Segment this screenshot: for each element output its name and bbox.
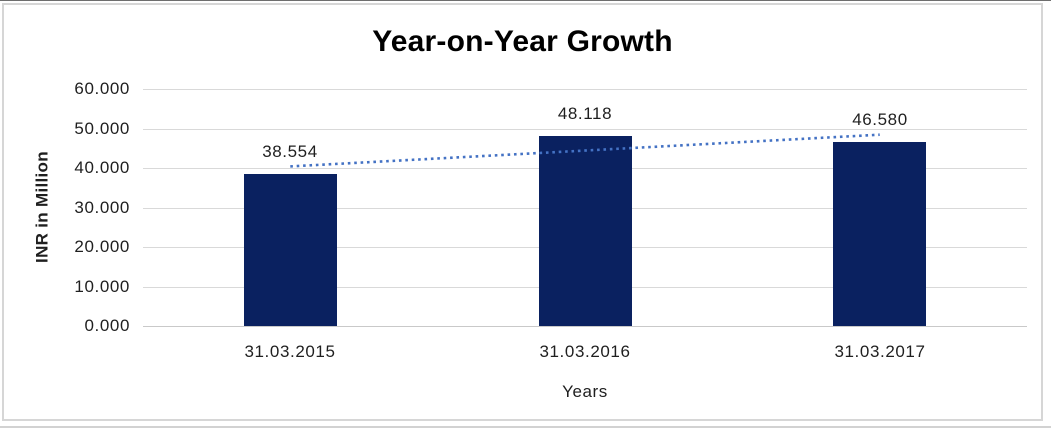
bar-data-label: 38.554 bbox=[262, 142, 318, 161]
gridline bbox=[143, 326, 1027, 327]
bar bbox=[833, 142, 926, 326]
x-axis-tick-label: 31.03.2017 bbox=[834, 342, 926, 361]
gridline bbox=[143, 89, 1027, 90]
bar bbox=[539, 136, 632, 326]
y-axis-tick-label: 0.000 bbox=[84, 316, 130, 335]
trendline-path bbox=[290, 133, 880, 168]
y-axis-tick-label: 50.000 bbox=[74, 119, 130, 138]
x-axis-tick-label: 31.03.2015 bbox=[244, 342, 336, 361]
chart-frame: Year-on-Year Growth INR in Million 38.55… bbox=[2, 3, 1043, 421]
chart-title: Year-on-Year Growth bbox=[372, 25, 673, 58]
x-axis-tick-label: 31.03.2016 bbox=[539, 342, 631, 361]
y-axis-tick-label: 60.000 bbox=[74, 79, 130, 98]
plot-area: 38.554 48.118 46.580 bbox=[143, 89, 1027, 327]
bar-data-label: 46.580 bbox=[852, 110, 908, 129]
gridline bbox=[143, 129, 1027, 130]
y-axis-tick-label: 20.000 bbox=[74, 237, 130, 256]
x-axis-title: Years bbox=[562, 382, 608, 401]
trendline bbox=[290, 133, 880, 168]
bar-data-label: 48.118 bbox=[557, 104, 613, 123]
y-axis-tick-label: 40.000 bbox=[74, 158, 130, 177]
y-axis-tick-label: 10.000 bbox=[74, 277, 130, 296]
y-axis-tick-label: 30.000 bbox=[74, 198, 130, 217]
bar bbox=[244, 174, 337, 326]
